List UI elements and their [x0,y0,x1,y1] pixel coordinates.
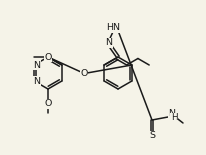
Text: HN: HN [106,23,120,32]
Text: O: O [80,69,88,78]
Text: S: S [149,131,155,140]
Text: O: O [44,100,52,108]
Text: N: N [169,109,176,119]
Text: N: N [105,38,112,47]
Text: N: N [33,60,40,69]
Text: N: N [33,77,40,86]
Text: H: H [171,113,177,122]
Text: O: O [44,53,52,62]
